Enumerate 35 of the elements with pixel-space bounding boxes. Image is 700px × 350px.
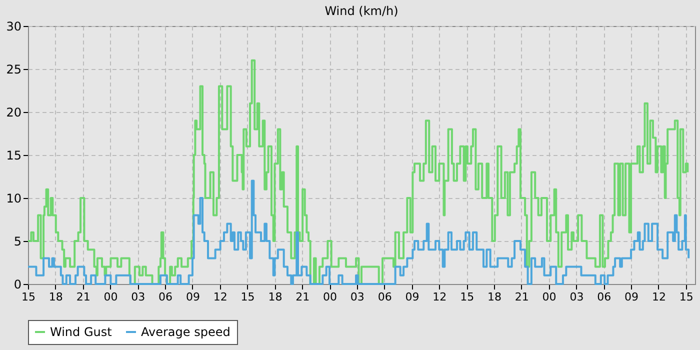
x-tick-label: 06 <box>378 290 392 304</box>
x-tick-label: 03 <box>570 290 584 304</box>
legend-label: Wind Gust <box>50 325 112 339</box>
y-tick-label: 10 <box>6 192 22 206</box>
x-tick-label: 12 <box>432 290 447 304</box>
x-tick-label: 03 <box>131 290 146 304</box>
x-tick-label: 18 <box>48 290 63 304</box>
y-tick-label: 0 <box>14 278 22 292</box>
x-tick-label: 09 <box>186 290 200 304</box>
x-tick-label: 03 <box>350 290 364 304</box>
x-tick-label: 12 <box>652 290 666 304</box>
legend-label: Average speed <box>141 325 230 339</box>
y-tick-label: 25 <box>6 62 22 76</box>
y-tick-label: 20 <box>6 106 22 120</box>
x-tick-label: 21 <box>296 290 310 304</box>
x-tick-label: 15 <box>22 290 36 304</box>
x-tick-label: 15 <box>240 290 255 304</box>
x-tick-label: 18 <box>487 290 502 304</box>
x-tick-label: 09 <box>405 290 420 304</box>
y-tick-label: 30 <box>6 20 22 34</box>
x-tick-label: 06 <box>597 290 612 304</box>
x-tick-label: 21 <box>76 290 90 304</box>
x-tick-label: 06 <box>158 290 173 304</box>
x-tick-label: 09 <box>624 290 639 304</box>
x-tick-label: 12 <box>213 290 228 304</box>
y-tick-label: 15 <box>6 148 22 162</box>
x-tick-label: 18 <box>268 290 282 304</box>
x-tick-label: 00 <box>104 290 118 304</box>
x-tick-label: 15 <box>460 290 474 304</box>
y-tick-label: 5 <box>14 234 22 248</box>
chart-title: Wind (km/h) <box>324 4 398 18</box>
x-tick-label: 00 <box>542 290 556 304</box>
x-tick-label: 21 <box>514 290 529 304</box>
x-tick-label: 00 <box>323 290 338 304</box>
x-tick-label: 15 <box>679 290 694 304</box>
